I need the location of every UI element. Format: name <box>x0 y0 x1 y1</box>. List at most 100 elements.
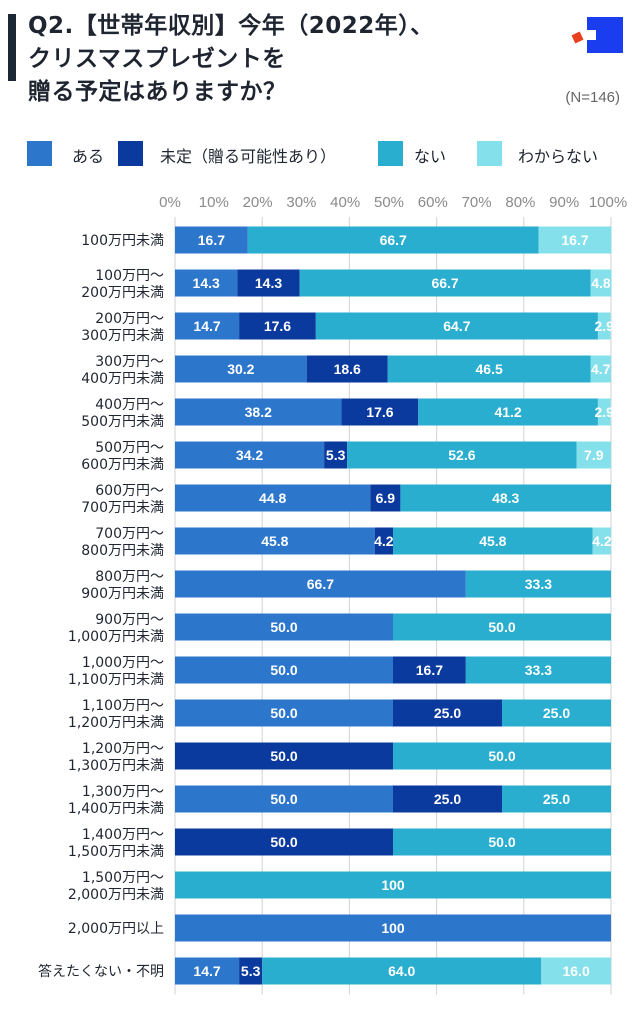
legend-label-aru: ある <box>72 147 105 166</box>
data-label: 34.2 <box>236 447 263 463</box>
title-line-1: Q2.【世帯年収別】今年（2022年）、 <box>28 13 434 39</box>
legend-label-nai: ない <box>414 147 447 166</box>
bar-segment <box>175 398 342 426</box>
bar-segment <box>247 226 539 254</box>
category-label: 700万円未満 <box>81 500 164 516</box>
category-label: 900万円未満 <box>81 586 164 602</box>
legend-swatch-nai <box>378 141 403 166</box>
x-tick-label: 20% <box>243 194 273 211</box>
data-label: 48.3 <box>492 490 519 506</box>
bar-segment <box>370 484 401 512</box>
data-label: 14.3 <box>193 275 220 291</box>
data-label: 5.3 <box>241 963 261 979</box>
data-label: 25.0 <box>434 791 461 807</box>
data-label: 33.3 <box>525 662 552 678</box>
category-label: 100万円〜 <box>95 268 164 284</box>
bar-segment <box>175 269 238 297</box>
logo-notch <box>587 30 596 40</box>
bar-segment <box>393 828 611 856</box>
data-label: 30.2 <box>227 361 254 377</box>
x-tick-label: 90% <box>549 194 579 211</box>
data-label: 4.2 <box>374 533 394 549</box>
bar-segment <box>347 441 577 469</box>
bar-segment <box>175 742 393 770</box>
data-label: 2.9 <box>595 404 615 420</box>
bar-segment <box>393 742 611 770</box>
bar-segment <box>175 613 393 641</box>
stacked-bar-chart: 0% 10% 20% 30% 40% 50% 60% 70% 80% 90% 100% 16.7 66… <box>38 194 627 995</box>
bar-segment <box>315 312 598 340</box>
bar-segment <box>175 570 466 598</box>
data-label: 25.0 <box>543 705 570 721</box>
x-tick-label: 50% <box>374 194 404 211</box>
data-label: 50.0 <box>270 619 297 635</box>
bar-row: 50.0 16.7 33.3 <box>175 656 611 684</box>
data-label: 64.0 <box>388 963 415 979</box>
category-label: 答えたくない・不明 <box>38 963 164 980</box>
title-line-3: 贈る予定はありますか？ <box>28 79 287 105</box>
bar-row: 50.0 25.0 25.0 <box>175 699 611 727</box>
data-label: 33.3 <box>525 576 552 592</box>
chart-legend: ある 未定（贈る可能性あり） ない わからない <box>0 140 640 168</box>
chart-title: Q2.【世帯年収別】今年（2022年）、 クリスマスプレゼントを 贈る予定はあり… <box>28 10 548 109</box>
gridlines <box>174 217 612 995</box>
data-label: 16.7 <box>561 232 588 248</box>
category-label: 900万円〜 <box>95 612 164 628</box>
bar-row: 45.8 4.2 45.8 4.2 <box>175 527 612 555</box>
legend-label-mitei: 未定（贈る可能性あり） <box>160 147 337 166</box>
bar-segment <box>387 355 591 383</box>
data-label: 52.6 <box>448 447 475 463</box>
data-label: 14.3 <box>255 275 282 291</box>
data-label: 7.9 <box>584 447 604 463</box>
bar-row: 66.7 33.3 <box>175 570 611 598</box>
bar-segment <box>597 312 611 340</box>
bar-segment <box>592 527 611 555</box>
bar-row: 50.0 50.0 <box>175 742 611 770</box>
legend-swatch-mitei <box>118 141 143 166</box>
category-label: 400万円未満 <box>81 371 164 387</box>
bar-segment <box>306 355 388 383</box>
bar-segment <box>374 527 393 555</box>
bar-segment <box>175 355 307 383</box>
data-label: 2.9 <box>595 318 615 334</box>
bar-row: 16.7 66.7 16.7 <box>175 226 612 254</box>
category-label: 800万円未満 <box>81 543 164 559</box>
bar-row: 44.8 6.9 48.3 <box>175 484 611 512</box>
bar-segment <box>175 312 240 340</box>
bar-segment <box>465 656 611 684</box>
bar-segment <box>541 957 611 985</box>
logo-red-diamond <box>571 31 584 44</box>
bar-segment <box>590 269 612 297</box>
bar-segment <box>299 269 591 297</box>
category-label: 500万円〜 <box>95 440 164 456</box>
bar-segment <box>175 871 611 899</box>
bar-segment <box>393 613 611 641</box>
bar-segment <box>597 398 611 426</box>
category-label: 2,000万円以上 <box>68 921 164 937</box>
category-label: 1,200万円〜 <box>82 741 164 757</box>
bar-row: 30.2 18.6 46.5 4.7 <box>175 355 611 383</box>
legend-swatch-wakaranai <box>477 141 502 166</box>
bar-segment <box>538 226 612 254</box>
data-label: 17.6 <box>264 318 291 334</box>
category-label: 200万円未満 <box>81 285 164 301</box>
data-label: 50.0 <box>270 834 297 850</box>
bar-segment <box>175 828 393 856</box>
category-label: 600万円未満 <box>81 457 164 473</box>
bar-segment <box>324 441 348 469</box>
category-label: 200万円〜 <box>95 311 164 327</box>
data-label: 25.0 <box>543 791 570 807</box>
brand-logo-icon <box>571 17 623 53</box>
data-label: 50.0 <box>270 705 297 721</box>
category-label: 1,100万円〜 <box>82 698 164 714</box>
data-label: 4.2 <box>592 533 612 549</box>
x-tick-label: 0% <box>159 194 181 211</box>
data-label: 38.2 <box>245 404 272 420</box>
bar-segment <box>175 957 240 985</box>
category-label: 1,500万円未満 <box>68 844 164 860</box>
data-label: 5.3 <box>326 447 346 463</box>
data-label: 50.0 <box>270 662 297 678</box>
data-label: 64.7 <box>443 318 470 334</box>
bar-segment <box>502 699 611 727</box>
sample-size-label: (N=146) <box>565 89 620 106</box>
